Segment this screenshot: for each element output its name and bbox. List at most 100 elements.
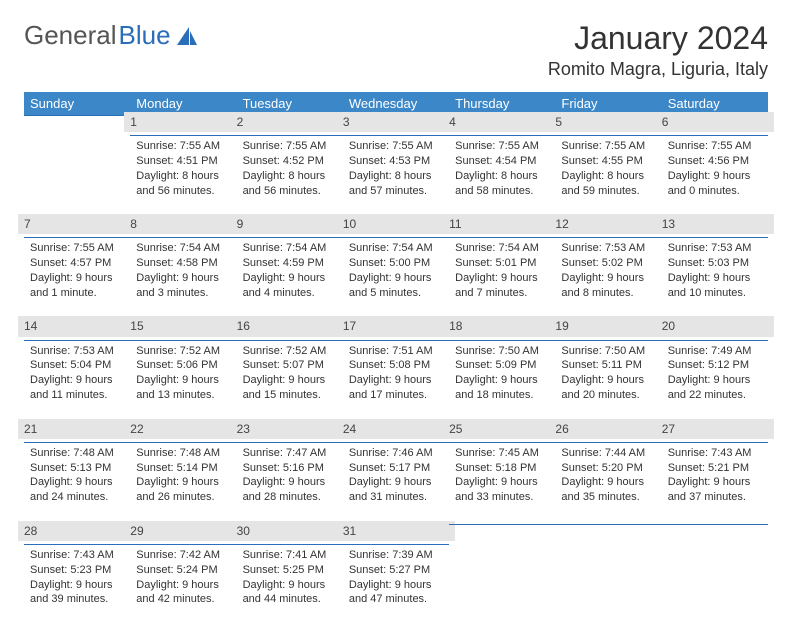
sunrise-line: Sunrise: 7:46 AM [349,446,443,461]
day-details: Sunrise: 7:52 AMSunset: 5:06 PMDaylight:… [130,340,236,422]
sunset-line: Sunset: 5:20 PM [561,461,655,476]
calendar-cell: 17Sunrise: 7:51 AMSunset: 5:08 PMDayligh… [343,319,449,421]
sunset-line: Sunset: 5:11 PM [561,358,655,373]
sunrise-line: Sunrise: 7:44 AM [561,446,655,461]
daylight-line: Daylight: 9 hours and 4 minutes. [243,271,337,301]
day-number: 20 [656,316,774,336]
calendar-cell: 1Sunrise: 7:55 AMSunset: 4:51 PMDaylight… [130,115,236,217]
calendar-cell: 26Sunrise: 7:44 AMSunset: 5:20 PMDayligh… [555,422,661,524]
calendar-week: 7Sunrise: 7:55 AMSunset: 4:57 PMDaylight… [24,217,768,319]
calendar-cell: 8Sunrise: 7:54 AMSunset: 4:58 PMDaylight… [130,217,236,319]
day-details: Sunrise: 7:44 AMSunset: 5:20 PMDaylight:… [555,442,661,524]
calendar-cell: 14Sunrise: 7:53 AMSunset: 5:04 PMDayligh… [24,319,130,421]
sunrise-line: Sunrise: 7:52 AM [243,344,337,359]
sunrise-line: Sunrise: 7:55 AM [243,139,337,154]
day-number: 9 [231,214,349,234]
day-number: 15 [124,316,242,336]
day-number: 29 [124,521,242,541]
day-number: 2 [231,112,349,132]
sunrise-line: Sunrise: 7:47 AM [243,446,337,461]
sunrise-line: Sunrise: 7:54 AM [455,241,549,256]
calendar-cell: 22Sunrise: 7:48 AMSunset: 5:14 PMDayligh… [130,422,236,524]
calendar-cell: 13Sunrise: 7:53 AMSunset: 5:03 PMDayligh… [662,217,768,319]
calendar-cell [555,524,661,626]
calendar-cell: 2Sunrise: 7:55 AMSunset: 4:52 PMDaylight… [237,115,343,217]
day-details: Sunrise: 7:39 AMSunset: 5:27 PMDaylight:… [343,544,449,626]
daylight-line: Daylight: 9 hours and 42 minutes. [136,578,230,608]
day-details: Sunrise: 7:55 AMSunset: 4:51 PMDaylight:… [130,135,236,217]
day-number: 24 [337,419,455,439]
calendar-cell: 9Sunrise: 7:54 AMSunset: 4:59 PMDaylight… [237,217,343,319]
daylight-line: Daylight: 8 hours and 56 minutes. [136,169,230,199]
day-number: 3 [337,112,455,132]
sunset-line: Sunset: 5:16 PM [243,461,337,476]
sunset-line: Sunset: 5:24 PM [136,563,230,578]
calendar-cell: 12Sunrise: 7:53 AMSunset: 5:02 PMDayligh… [555,217,661,319]
page-subtitle: Romito Magra, Liguria, Italy [548,59,768,80]
daylight-line: Daylight: 9 hours and 47 minutes. [349,578,443,608]
day-details: Sunrise: 7:54 AMSunset: 4:59 PMDaylight:… [237,237,343,319]
day-number: 31 [337,521,455,541]
day-number: 18 [443,316,561,336]
daylight-line: Daylight: 9 hours and 15 minutes. [243,373,337,403]
sunset-line: Sunset: 5:27 PM [349,563,443,578]
sunrise-line: Sunrise: 7:55 AM [668,139,762,154]
calendar-table: Sunday Monday Tuesday Wednesday Thursday… [24,92,768,626]
day-number: 7 [18,214,136,234]
daylight-line: Daylight: 9 hours and 5 minutes. [349,271,443,301]
calendar-cell: 23Sunrise: 7:47 AMSunset: 5:16 PMDayligh… [237,422,343,524]
sunset-line: Sunset: 5:03 PM [668,256,762,271]
header: GeneralBlue January 2024 Romito Magra, L… [24,20,768,80]
sunset-line: Sunset: 5:23 PM [30,563,124,578]
day-number: 10 [337,214,455,234]
calendar-cell: 16Sunrise: 7:52 AMSunset: 5:07 PMDayligh… [237,319,343,421]
sunset-line: Sunset: 5:06 PM [136,358,230,373]
calendar-cell: 5Sunrise: 7:55 AMSunset: 4:55 PMDaylight… [555,115,661,217]
daylight-line: Daylight: 8 hours and 56 minutes. [243,169,337,199]
title-block: January 2024 Romito Magra, Liguria, Ital… [548,20,768,80]
calendar-cell: 28Sunrise: 7:43 AMSunset: 5:23 PMDayligh… [24,524,130,626]
day-number: 19 [549,316,667,336]
sail-icon [175,25,199,47]
calendar-body: 1Sunrise: 7:55 AMSunset: 4:51 PMDaylight… [24,115,768,626]
daylight-line: Daylight: 9 hours and 26 minutes. [136,475,230,505]
daylight-line: Daylight: 9 hours and 11 minutes. [30,373,124,403]
sunrise-line: Sunrise: 7:53 AM [30,344,124,359]
sunset-line: Sunset: 5:12 PM [668,358,762,373]
day-details: Sunrise: 7:53 AMSunset: 5:02 PMDaylight:… [555,237,661,319]
day-details: Sunrise: 7:47 AMSunset: 5:16 PMDaylight:… [237,442,343,524]
sunrise-line: Sunrise: 7:54 AM [136,241,230,256]
sunrise-line: Sunrise: 7:45 AM [455,446,549,461]
daylight-line: Daylight: 9 hours and 3 minutes. [136,271,230,301]
day-number: 22 [124,419,242,439]
day-number: 27 [656,419,774,439]
sunrise-line: Sunrise: 7:54 AM [243,241,337,256]
daylight-line: Daylight: 9 hours and 31 minutes. [349,475,443,505]
daylight-line: Daylight: 8 hours and 57 minutes. [349,169,443,199]
logo-text-blue: Blue [119,20,171,51]
day-number: 14 [18,316,136,336]
calendar-cell [449,524,555,626]
day-details: Sunrise: 7:48 AMSunset: 5:14 PMDaylight:… [130,442,236,524]
calendar-cell: 15Sunrise: 7:52 AMSunset: 5:06 PMDayligh… [130,319,236,421]
sunset-line: Sunset: 5:02 PM [561,256,655,271]
sunrise-line: Sunrise: 7:42 AM [136,548,230,563]
sunrise-line: Sunrise: 7:55 AM [349,139,443,154]
daylight-line: Daylight: 9 hours and 18 minutes. [455,373,549,403]
sunrise-line: Sunrise: 7:53 AM [668,241,762,256]
daylight-line: Daylight: 9 hours and 22 minutes. [668,373,762,403]
sunrise-line: Sunrise: 7:48 AM [30,446,124,461]
day-details: Sunrise: 7:53 AMSunset: 5:03 PMDaylight:… [662,237,768,319]
logo-text-general: General [24,20,117,51]
day-details: Sunrise: 7:55 AMSunset: 4:54 PMDaylight:… [449,135,555,217]
day-number: 6 [656,112,774,132]
calendar-cell: 31Sunrise: 7:39 AMSunset: 5:27 PMDayligh… [343,524,449,626]
calendar-cell: 21Sunrise: 7:48 AMSunset: 5:13 PMDayligh… [24,422,130,524]
day-details: Sunrise: 7:54 AMSunset: 4:58 PMDaylight:… [130,237,236,319]
calendar-cell: 7Sunrise: 7:55 AMSunset: 4:57 PMDaylight… [24,217,130,319]
sunset-line: Sunset: 4:56 PM [668,154,762,169]
logo: GeneralBlue [24,20,199,51]
sunrise-line: Sunrise: 7:55 AM [455,139,549,154]
day-details: Sunrise: 7:55 AMSunset: 4:53 PMDaylight:… [343,135,449,217]
calendar-cell: 20Sunrise: 7:49 AMSunset: 5:12 PMDayligh… [662,319,768,421]
